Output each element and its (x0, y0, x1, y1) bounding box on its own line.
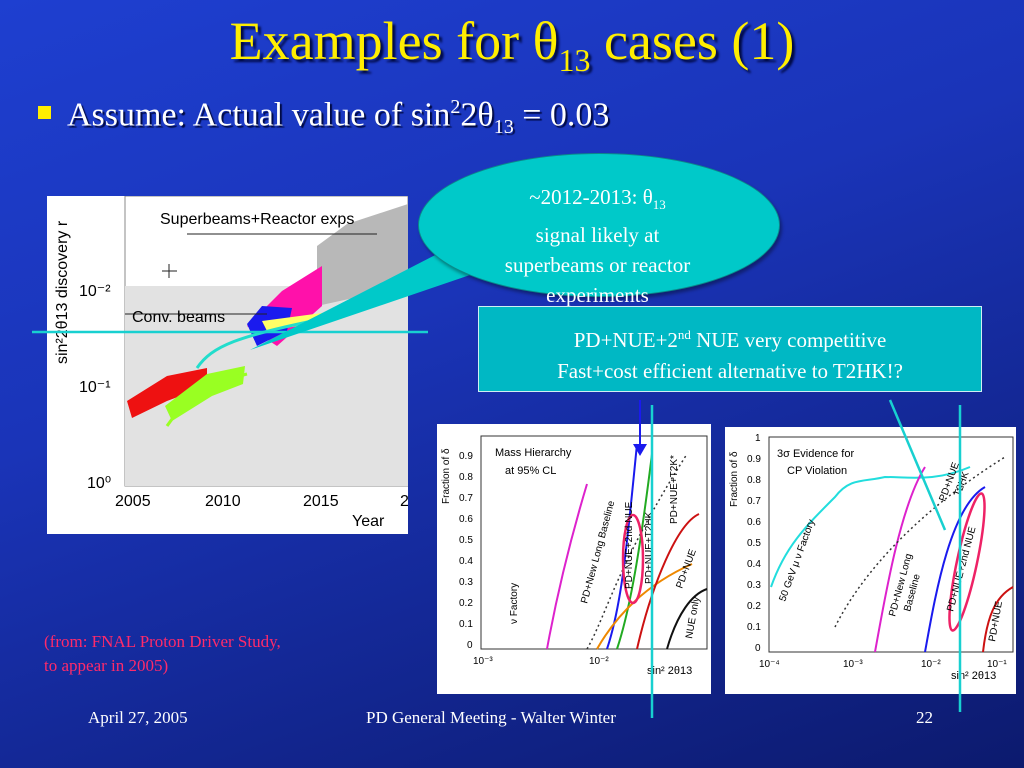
right-ytick-2: 0.8 (747, 475, 761, 486)
mid-curve-t2k: PD+NUE+T2K* (669, 455, 680, 524)
middle-chart-panel: Mass Hierarchy at 95% CL ν Factory PD+Ne… (437, 424, 711, 694)
right-xlabel: sin² 2θ13 (951, 670, 996, 682)
left-chart-ylabel: sin²2θ13 discovery r (54, 220, 71, 364)
mid-xtick-1: 10⁻² (589, 656, 609, 667)
left-xtick-1: 2010 (205, 493, 241, 510)
right-ytick-3: 0.7 (747, 496, 761, 507)
right-chart-panel: 3σ Evidence for CP Violation 50 GeV μ ν … (725, 427, 1016, 694)
right-xtick-1: 10⁻³ (843, 659, 863, 670)
callout-line-2: signal likely at (535, 223, 660, 248)
mid-legend-2: at 95% CL (505, 465, 556, 477)
right-ytick-5: 0.5 (747, 538, 761, 549)
left-xlabel: Year (352, 513, 385, 530)
left-ytick-1: 10⁻¹ (79, 379, 111, 396)
mid-ytick-1: 0.8 (459, 472, 473, 483)
left-ytick-0: 10⁻² (79, 283, 111, 300)
right-xtick-0: 10⁻⁴ (759, 659, 780, 670)
callout-ellipse (418, 153, 780, 297)
right-ylabel: Fraction of δ (729, 451, 740, 507)
right-legend-1: 3σ Evidence for (777, 448, 854, 460)
right-ytick-4: 0.6 (747, 517, 761, 528)
source-note-line-2: to appear in 2005) (44, 656, 169, 675)
mid-ytick-4: 0.5 (459, 535, 473, 546)
right-ytick-1: 0.9 (747, 454, 761, 465)
mid-ytick-5: 0.4 (459, 556, 473, 567)
right-ytick-0: 1 (755, 433, 761, 444)
slide-title: Examples for θ13 cases (1) (229, 11, 795, 78)
left-chart: Superbeams+Reactor exps Conv. beams sin²… (54, 195, 409, 530)
right-ytick-7: 0.3 (747, 580, 761, 591)
footer-date: April 27, 2005 (88, 708, 188, 727)
callout-text: ~2012-2013: θ13 signal likely at superbe… (470, 182, 725, 310)
footer-page-number: 22 (916, 708, 933, 727)
mid-legend-1: Mass Hierarchy (495, 447, 572, 459)
right-ytick-10: 0 (755, 643, 761, 654)
mid-ytick-0: 0.9 (459, 451, 473, 462)
mid-ytick-7: 0.2 (459, 598, 473, 609)
mid-ytick-2: 0.7 (459, 493, 473, 504)
left-chart-panel: Superbeams+Reactor exps Conv. beams sin²… (47, 195, 409, 534)
mid-ytick-3: 0.6 (459, 514, 473, 525)
info-line-1: PD+NUE+2nd NUE very competitive (573, 327, 887, 352)
footer-center: PD General Meeting - Walter Winter (366, 708, 616, 727)
right-ytick-6: 0.4 (747, 559, 761, 570)
left-xtick-0: 2005 (115, 493, 151, 510)
mid-ylabel: Fraction of δ (441, 448, 452, 504)
callout-line-3: superbeams or reactor (504, 253, 691, 278)
info-line-2: Fast+cost efficient alternative to T2HK!… (557, 359, 903, 383)
right-legend-2: CP Violation (787, 465, 847, 477)
middle-chart: Mass Hierarchy at 95% CL ν Factory PD+Ne… (441, 435, 708, 677)
mid-ytick-9: 0 (467, 640, 473, 651)
info-box: PD+NUE+2nd NUE very competitive Fast+cos… (478, 306, 982, 392)
conv-beams-label: Conv. beams (132, 309, 225, 326)
right-xtick-2: 10⁻² (921, 659, 941, 670)
right-ytick-8: 0.2 (747, 601, 761, 612)
callout-line-4: experiments (546, 283, 649, 308)
mid-xlabel: sin² 2θ13 (647, 665, 692, 677)
bullet-marker (38, 106, 51, 120)
left-xtick-3: 2 (400, 493, 408, 510)
bullet-assume: Assume: Actual value of sin22θ13 = 0.03 (38, 96, 609, 139)
right-chart: 3σ Evidence for CP Violation 50 GeV μ ν … (729, 433, 1014, 682)
callout-line-1: ~2012-2013: θ13 (529, 185, 666, 213)
superbeams-label: Superbeams+Reactor exps (160, 211, 354, 228)
mid-curve-nue2nd: PD+NUE+2nd NUE (624, 501, 635, 589)
mid-curve-nufactory: ν Factory (509, 583, 520, 624)
source-note: (from: FNAL Proton Driver Study, to appe… (44, 630, 281, 678)
right-xtick-3: 10⁻¹ (987, 659, 1007, 670)
source-note-line-1: (from: FNAL Proton Driver Study, (44, 632, 281, 651)
mid-ytick-8: 0.1 (459, 619, 473, 630)
mid-curve-t2hk: PD+NUE+T2HK (644, 511, 655, 584)
left-xtick-2: 2015 (303, 493, 339, 510)
mid-ytick-6: 0.3 (459, 577, 473, 588)
right-ytick-9: 0.1 (747, 622, 761, 633)
left-ytick-2: 10⁰ (87, 475, 111, 492)
mid-xtick-0: 10⁻³ (473, 656, 493, 667)
